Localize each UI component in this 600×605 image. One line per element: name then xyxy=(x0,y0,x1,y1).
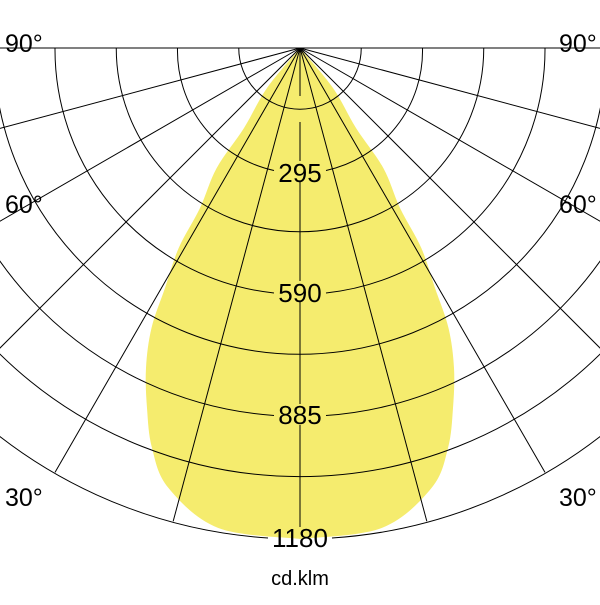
svg-text:295: 295 xyxy=(278,158,321,188)
svg-text:30°: 30° xyxy=(5,484,43,512)
svg-text:590: 590 xyxy=(278,278,321,308)
svg-text:90°: 90° xyxy=(559,30,597,58)
svg-text:1180: 1180 xyxy=(272,523,328,553)
svg-text:90°: 90° xyxy=(5,30,43,58)
svg-text:885: 885 xyxy=(278,400,321,430)
svg-text:cd.klm: cd.klm xyxy=(271,568,329,590)
svg-text:60°: 60° xyxy=(5,191,43,219)
svg-text:60°: 60° xyxy=(559,191,597,219)
svg-text:30°: 30° xyxy=(559,484,597,512)
